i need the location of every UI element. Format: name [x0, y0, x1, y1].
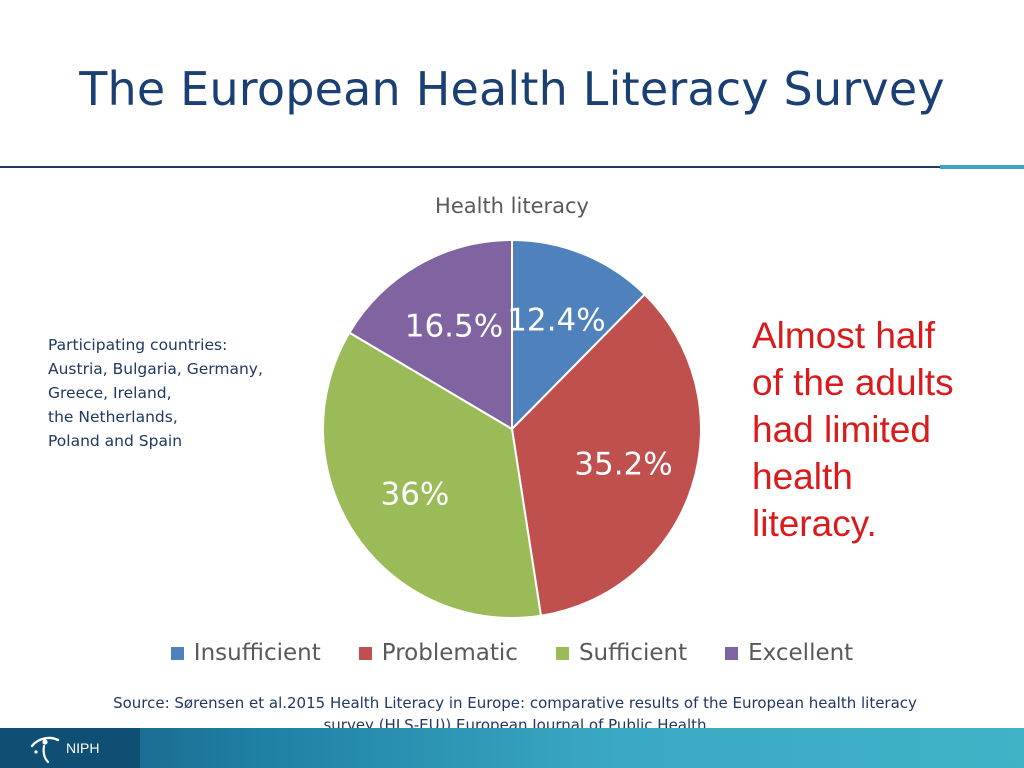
footer-band	[0, 728, 1024, 768]
legend-item: Excellent	[725, 640, 853, 666]
legend-item: Problematic	[358, 640, 518, 666]
legend-swatch	[555, 646, 569, 660]
participating-countries: Participating countries: Austria, Bulgar…	[48, 333, 308, 453]
slice-insufficient	[511, 238, 647, 432]
pie-data-label: 36%	[380, 476, 450, 513]
slice-excellent	[348, 238, 513, 431]
legend-item: Insufficient	[170, 640, 321, 666]
countries-line: Austria, Bulgaria, Germany,	[48, 360, 263, 378]
legend-label: Sufficient	[578, 640, 688, 666]
callout-line: had limited	[752, 409, 931, 450]
footer-org-name: NIPH	[66, 740, 100, 756]
source-line: Source: Sørensen et al.2015 Health Liter…	[113, 694, 917, 712]
slice-sufficient	[321, 331, 543, 619]
title-divider	[0, 166, 1024, 168]
slide-title: The European Health Literacy Survey	[79, 62, 945, 116]
legend-swatch	[358, 646, 372, 660]
legend-item: Sufficient	[555, 640, 688, 666]
countries-heading: Participating countries:	[48, 336, 228, 354]
footer-logo-box	[0, 728, 140, 768]
pie-data-label: 12.4%	[507, 302, 606, 339]
callout-line: Almost half	[752, 315, 936, 356]
countries-line: Greece, Ireland,	[48, 384, 172, 402]
callout-text: Almost half of the adults had limited he…	[752, 312, 1012, 547]
legend-swatch	[170, 646, 184, 660]
pie-data-label: 16.5%	[404, 308, 504, 345]
legend-label: Problematic	[381, 640, 518, 666]
slice-problematic	[510, 293, 702, 617]
legend-label: Insufficient	[193, 640, 321, 666]
countries-line: the Netherlands,	[48, 408, 178, 426]
title-divider-accent	[940, 165, 1024, 169]
countries-line: Poland and Spain	[48, 432, 183, 450]
pie-data-label: 35.2%	[574, 446, 673, 483]
callout-line: literacy.	[752, 503, 877, 544]
legend-label: Excellent	[748, 640, 854, 666]
callout-line: health	[752, 456, 853, 497]
niph-logo-icon	[30, 736, 60, 764]
chart-title: Health literacy	[435, 194, 589, 218]
chart-legend: Insufficient Problematic Sufficient Excelle…	[0, 640, 1024, 666]
legend-swatch	[725, 646, 739, 660]
callout-line: of the adults	[752, 362, 954, 403]
